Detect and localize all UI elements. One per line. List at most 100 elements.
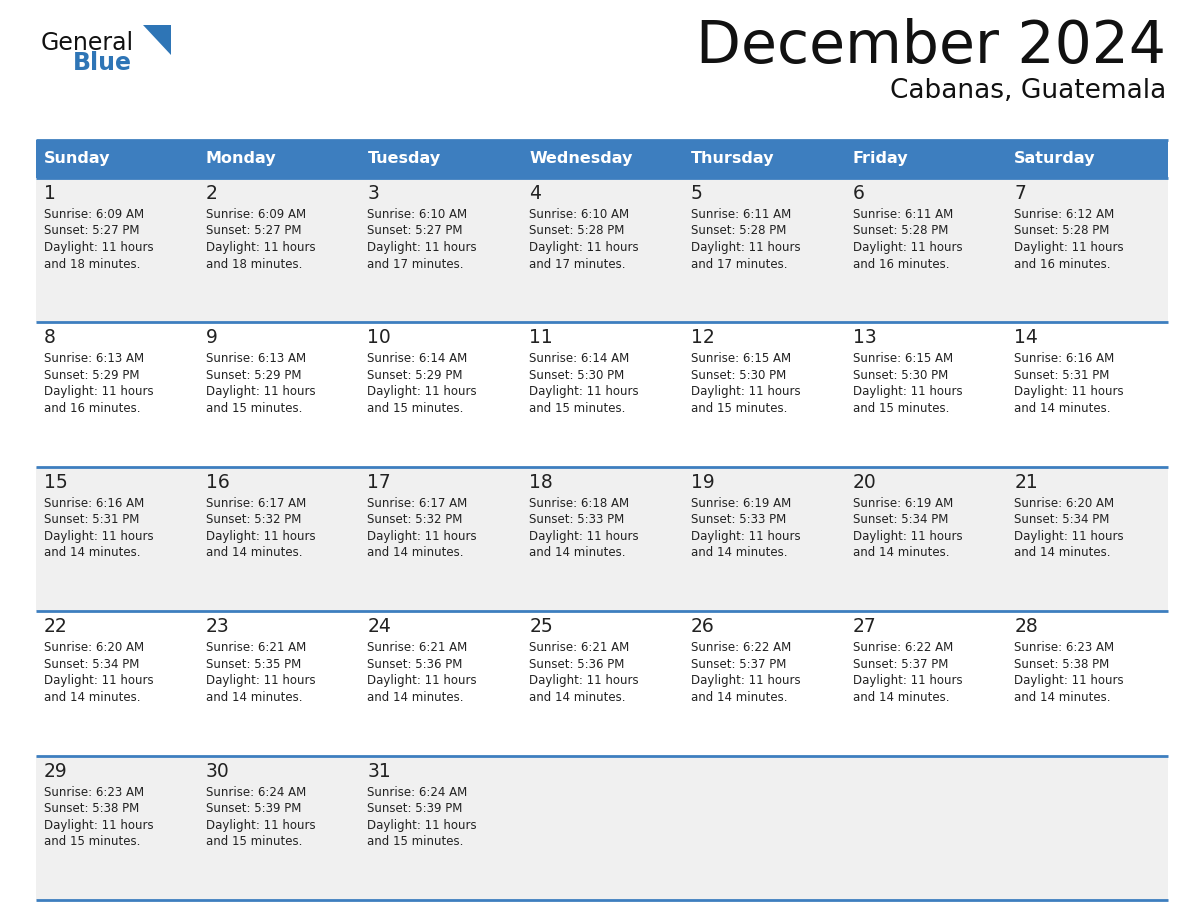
Text: Sunset: 5:30 PM: Sunset: 5:30 PM: [853, 369, 948, 382]
Text: Thursday: Thursday: [691, 151, 775, 166]
Text: 27: 27: [853, 617, 877, 636]
Text: Sunrise: 6:17 AM: Sunrise: 6:17 AM: [367, 497, 468, 509]
Text: 9: 9: [206, 329, 217, 347]
Text: Sunrise: 6:11 AM: Sunrise: 6:11 AM: [691, 208, 791, 221]
Text: Sunset: 5:30 PM: Sunset: 5:30 PM: [691, 369, 786, 382]
Text: Daylight: 11 hours: Daylight: 11 hours: [853, 530, 962, 543]
Text: and 17 minutes.: and 17 minutes.: [367, 258, 465, 271]
Text: Sunrise: 6:10 AM: Sunrise: 6:10 AM: [529, 208, 630, 221]
Text: Daylight: 11 hours: Daylight: 11 hours: [44, 530, 153, 543]
Text: Daylight: 11 hours: Daylight: 11 hours: [206, 674, 315, 688]
Bar: [845, 322, 1006, 466]
Text: Daylight: 11 hours: Daylight: 11 hours: [44, 386, 153, 398]
Bar: [683, 756, 845, 900]
Text: 16: 16: [206, 473, 229, 492]
Text: 2: 2: [206, 184, 217, 203]
Text: Daylight: 11 hours: Daylight: 11 hours: [529, 241, 639, 254]
Bar: [845, 466, 1006, 611]
Text: and 16 minutes.: and 16 minutes.: [1015, 258, 1111, 271]
Bar: [36, 322, 197, 466]
Text: Daylight: 11 hours: Daylight: 11 hours: [1015, 674, 1124, 688]
Bar: [360, 466, 522, 611]
Bar: [36, 756, 197, 900]
Text: Sunset: 5:27 PM: Sunset: 5:27 PM: [44, 225, 139, 238]
Bar: [845, 756, 1006, 900]
Text: and 18 minutes.: and 18 minutes.: [44, 258, 140, 271]
Text: Sunrise: 6:13 AM: Sunrise: 6:13 AM: [206, 353, 305, 365]
Text: Daylight: 11 hours: Daylight: 11 hours: [44, 819, 153, 832]
Text: Sunset: 5:30 PM: Sunset: 5:30 PM: [529, 369, 625, 382]
Text: Sunset: 5:31 PM: Sunset: 5:31 PM: [44, 513, 139, 526]
Bar: [197, 140, 360, 178]
Text: Sunset: 5:29 PM: Sunset: 5:29 PM: [206, 369, 302, 382]
Text: Sunset: 5:32 PM: Sunset: 5:32 PM: [206, 513, 301, 526]
Text: Daylight: 11 hours: Daylight: 11 hours: [367, 241, 478, 254]
Text: and 14 minutes.: and 14 minutes.: [529, 546, 626, 559]
Text: 7: 7: [1015, 184, 1026, 203]
Text: Sunrise: 6:24 AM: Sunrise: 6:24 AM: [367, 786, 468, 799]
Text: and 14 minutes.: and 14 minutes.: [691, 690, 788, 704]
Text: Daylight: 11 hours: Daylight: 11 hours: [367, 819, 478, 832]
Text: Daylight: 11 hours: Daylight: 11 hours: [853, 674, 962, 688]
Bar: [360, 140, 522, 178]
Text: Sunset: 5:38 PM: Sunset: 5:38 PM: [44, 802, 139, 815]
Text: Sunset: 5:36 PM: Sunset: 5:36 PM: [367, 657, 463, 671]
Bar: [522, 611, 683, 756]
Bar: [360, 611, 522, 756]
Text: Daylight: 11 hours: Daylight: 11 hours: [529, 386, 639, 398]
Bar: [360, 756, 522, 900]
Text: Sunset: 5:33 PM: Sunset: 5:33 PM: [529, 513, 625, 526]
Text: 26: 26: [691, 617, 715, 636]
Text: and 14 minutes.: and 14 minutes.: [1015, 402, 1111, 415]
Text: 30: 30: [206, 762, 229, 780]
Text: and 15 minutes.: and 15 minutes.: [691, 402, 788, 415]
Polygon shape: [143, 25, 171, 55]
Bar: [522, 140, 683, 178]
Text: Daylight: 11 hours: Daylight: 11 hours: [529, 674, 639, 688]
Text: 5: 5: [691, 184, 703, 203]
Text: Sunset: 5:31 PM: Sunset: 5:31 PM: [1015, 369, 1110, 382]
Text: Sunset: 5:28 PM: Sunset: 5:28 PM: [529, 225, 625, 238]
Text: Daylight: 11 hours: Daylight: 11 hours: [1015, 530, 1124, 543]
Text: 1: 1: [44, 184, 56, 203]
Text: and 14 minutes.: and 14 minutes.: [206, 690, 302, 704]
Bar: [36, 611, 197, 756]
Text: Sunset: 5:39 PM: Sunset: 5:39 PM: [367, 802, 463, 815]
Bar: [683, 611, 845, 756]
Bar: [197, 466, 360, 611]
Bar: [197, 178, 360, 322]
Text: and 15 minutes.: and 15 minutes.: [853, 402, 949, 415]
Text: and 15 minutes.: and 15 minutes.: [529, 402, 626, 415]
Text: and 14 minutes.: and 14 minutes.: [367, 546, 465, 559]
Text: Sunset: 5:39 PM: Sunset: 5:39 PM: [206, 802, 301, 815]
Bar: [1006, 140, 1168, 178]
Text: Cabanas, Guatemala: Cabanas, Guatemala: [890, 78, 1165, 104]
Text: Monday: Monday: [206, 151, 277, 166]
Text: and 16 minutes.: and 16 minutes.: [44, 402, 140, 415]
Text: Daylight: 11 hours: Daylight: 11 hours: [853, 241, 962, 254]
Text: Sunrise: 6:15 AM: Sunrise: 6:15 AM: [853, 353, 953, 365]
Text: 10: 10: [367, 329, 391, 347]
Text: Sunrise: 6:23 AM: Sunrise: 6:23 AM: [44, 786, 144, 799]
Text: Daylight: 11 hours: Daylight: 11 hours: [691, 241, 801, 254]
Text: Daylight: 11 hours: Daylight: 11 hours: [206, 241, 315, 254]
Text: Friday: Friday: [853, 151, 908, 166]
Text: Sunrise: 6:16 AM: Sunrise: 6:16 AM: [1015, 353, 1114, 365]
Text: 12: 12: [691, 329, 715, 347]
Text: Sunrise: 6:14 AM: Sunrise: 6:14 AM: [529, 353, 630, 365]
Bar: [683, 178, 845, 322]
Bar: [845, 178, 1006, 322]
Text: Sunset: 5:34 PM: Sunset: 5:34 PM: [44, 657, 139, 671]
Text: and 14 minutes.: and 14 minutes.: [206, 546, 302, 559]
Text: Daylight: 11 hours: Daylight: 11 hours: [367, 530, 478, 543]
Text: 29: 29: [44, 762, 68, 780]
Text: Sunrise: 6:21 AM: Sunrise: 6:21 AM: [529, 641, 630, 655]
Text: Sunrise: 6:15 AM: Sunrise: 6:15 AM: [691, 353, 791, 365]
Text: and 15 minutes.: and 15 minutes.: [206, 835, 302, 848]
Text: Sunrise: 6:09 AM: Sunrise: 6:09 AM: [206, 208, 305, 221]
Text: Sunset: 5:27 PM: Sunset: 5:27 PM: [206, 225, 302, 238]
Bar: [1006, 611, 1168, 756]
Text: Sunrise: 6:13 AM: Sunrise: 6:13 AM: [44, 353, 144, 365]
Bar: [36, 466, 197, 611]
Text: Sunset: 5:37 PM: Sunset: 5:37 PM: [853, 657, 948, 671]
